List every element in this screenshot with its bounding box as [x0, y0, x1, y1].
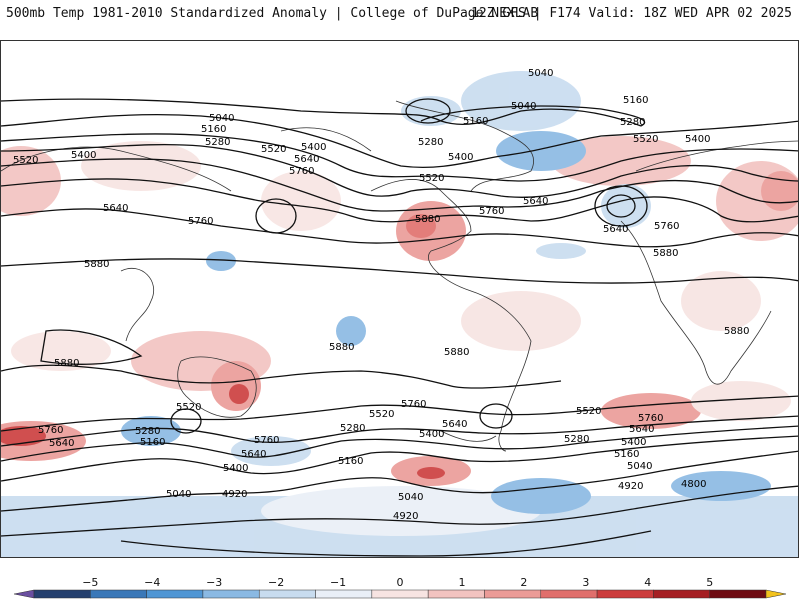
- contour-label: 5640: [294, 154, 319, 165]
- contour-label: 5880: [653, 248, 678, 259]
- colorbar-segments: [13, 589, 787, 599]
- colorbar-tick-label: −1: [329, 576, 347, 589]
- contour-label: 5520: [576, 406, 601, 417]
- colorbar-min-triangle: [13, 589, 35, 599]
- contour-label: 5880: [54, 358, 79, 369]
- contour-label: 5880: [724, 326, 749, 337]
- contour-label: 5520: [419, 173, 444, 184]
- colorbar-segment: [709, 589, 767, 599]
- colorbar-segment: [202, 589, 260, 599]
- contour-label: 5760: [401, 399, 426, 410]
- model-run-info: 12Z GFS | F174 Valid: 18Z WED APR 02 202…: [471, 6, 792, 21]
- contour-label: 5160: [140, 437, 165, 448]
- map-title: 500mb Temp 1981-2010 Standardized Anomal…: [6, 6, 539, 21]
- contour-label: 5760: [254, 435, 279, 446]
- contour-label: 4920: [618, 481, 643, 492]
- contour-label: 5040: [166, 489, 191, 500]
- colorbar-max-triangle: [765, 589, 787, 599]
- contour-label: 5400: [448, 152, 473, 163]
- contour-label: 5040: [511, 101, 536, 112]
- anomaly-map[interactable]: 5040 5040 5040 5160 5160 5160 5280 5280 …: [0, 40, 799, 558]
- contour-label: 5400: [685, 134, 710, 145]
- contour-label: 5520: [633, 134, 658, 145]
- contour-label: 4920: [222, 489, 247, 500]
- contour-label: 5160: [614, 449, 639, 460]
- contour-label: 5640: [603, 224, 628, 235]
- contour-label: 5160: [338, 456, 363, 467]
- contour-label: 5760: [654, 221, 679, 232]
- contour-label: 5640: [629, 424, 654, 435]
- colorbar-segment: [33, 589, 91, 599]
- contour-labels: 5040 5040 5040 5160 5160 5160 5280 5280 …: [13, 68, 749, 522]
- map-header: 500mb Temp 1981-2010 Standardized Anomal…: [0, 0, 800, 36]
- anomaly-colorbar: [0, 570, 800, 600]
- colorbar-tick-label: −3: [206, 576, 223, 589]
- contour-label: 5280: [340, 423, 365, 434]
- contour-label: 5640: [241, 449, 266, 460]
- contour-label: 5280: [620, 117, 645, 128]
- contour-label: 5160: [623, 95, 648, 106]
- contour-label: 5520: [369, 409, 394, 420]
- colorbar-tick-label: −2: [268, 576, 285, 589]
- map-canvas: 5040 5040 5040 5160 5160 5160 5280 5280 …: [1, 68, 798, 557]
- colorbar-tick-label: 2: [520, 576, 528, 589]
- contour-label: 5760: [479, 206, 504, 217]
- contour-label: 5880: [444, 347, 469, 358]
- colorbar-segment: [90, 589, 147, 599]
- colorbar-segment: [484, 589, 542, 599]
- colorbar-tick-label: 1: [458, 576, 466, 589]
- coastlines: [1, 100, 798, 452]
- colorbar-segment: [146, 589, 204, 599]
- contour-label: 5280: [564, 434, 589, 445]
- contour-label: 5280: [418, 137, 443, 148]
- contour-label: 5040: [398, 492, 423, 503]
- colorbar-segment: [653, 589, 710, 599]
- contour-label: 5520: [176, 402, 201, 413]
- contour-label: 5280: [205, 137, 230, 148]
- contour-label: 5280: [135, 426, 160, 437]
- height-contours: [1, 98, 798, 557]
- contour-label: 4920: [393, 511, 418, 522]
- contour-label: 5640: [523, 196, 548, 207]
- colorbar-tick-label: −5: [82, 576, 99, 589]
- contour-label: 5760: [188, 216, 213, 227]
- colorbar-tick-label: 5: [706, 576, 714, 589]
- contour-label: 5040: [528, 68, 553, 79]
- contour-label: 5640: [49, 438, 74, 449]
- colorbar-tick-label: 4: [644, 576, 652, 589]
- contour-label: 5760: [38, 425, 63, 436]
- contour-label: 5520: [261, 144, 286, 155]
- colorbar-segment: [315, 589, 373, 599]
- contour-label: 5880: [329, 342, 354, 353]
- colorbar-segment: [596, 589, 654, 599]
- contour-label: 5400: [223, 463, 248, 474]
- contour-label: 5760: [289, 166, 314, 177]
- contour-label: 4800: [681, 479, 706, 490]
- contour-label: 5040: [209, 113, 234, 124]
- colorbar-segment: [371, 589, 429, 599]
- contour-label: 5880: [415, 214, 440, 225]
- contour-label: 5880: [84, 259, 109, 270]
- colorbar-tick-label: 0: [396, 576, 404, 589]
- colorbar-tick-label: −4: [144, 576, 161, 589]
- contour-label: 5640: [103, 203, 128, 214]
- colorbar-segment: [427, 589, 485, 599]
- colorbar-segment: [540, 589, 598, 599]
- contour-label: 5400: [301, 142, 326, 153]
- colorbar-tick-label: 3: [582, 576, 590, 589]
- contour-label: 5400: [621, 437, 646, 448]
- contour-label: 5160: [463, 116, 488, 127]
- contour-label: 5400: [419, 429, 444, 440]
- contour-label: 5520: [13, 155, 38, 166]
- contour-label: 5760: [638, 413, 663, 424]
- contour-label: 5640: [442, 419, 467, 430]
- contour-label: 5160: [201, 124, 226, 135]
- colorbar-svg: [13, 589, 787, 599]
- colorbar-segment: [258, 589, 316, 599]
- contour-label: 5040: [627, 461, 652, 472]
- contour-label: 5400: [71, 150, 96, 161]
- anomaly-shading: [1, 71, 798, 557]
